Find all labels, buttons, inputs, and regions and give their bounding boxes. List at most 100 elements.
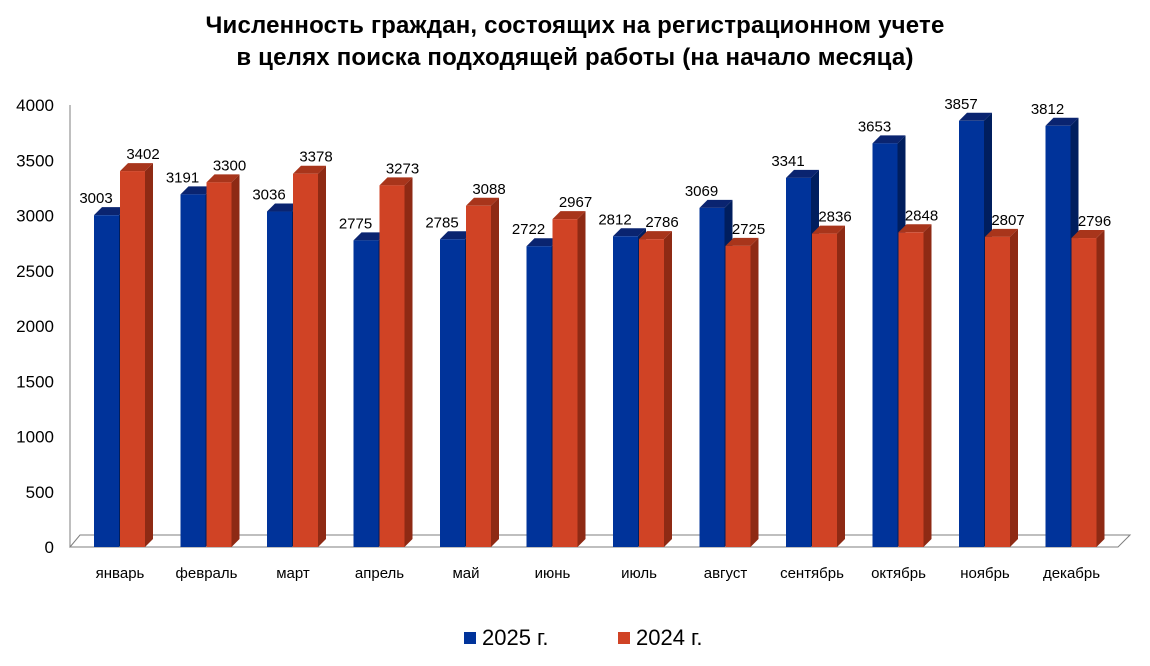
bar-top — [120, 163, 153, 172]
y-tick-label: 2000 — [16, 317, 54, 336]
bar-top — [94, 207, 127, 216]
y-tick-label: 3500 — [16, 151, 54, 170]
bar-top — [872, 135, 906, 144]
bar — [206, 182, 232, 547]
bar — [552, 219, 578, 548]
chart-title: Численность граждан, состоящих на регист… — [0, 10, 1150, 74]
bar-top — [898, 224, 932, 233]
bar-top — [786, 169, 819, 178]
bar-side — [750, 237, 759, 547]
bar-top — [293, 165, 326, 174]
bar — [293, 173, 318, 547]
bar-top — [725, 237, 759, 246]
bar-top — [959, 112, 992, 121]
bar-side — [404, 177, 413, 547]
bar — [985, 236, 1010, 547]
data-label: 3300 — [213, 157, 246, 174]
legend-swatch-2025 — [464, 632, 476, 644]
data-label: 2722 — [512, 221, 545, 238]
bar — [526, 246, 552, 547]
bar — [466, 205, 491, 547]
bar — [699, 207, 725, 548]
data-label: 2807 — [991, 212, 1024, 229]
chart-floor — [68, 534, 1132, 548]
bar-top — [639, 231, 672, 240]
data-label: 3857 — [944, 96, 977, 113]
bar-side — [231, 174, 240, 547]
bar — [639, 239, 664, 547]
bar-side — [577, 211, 586, 548]
x-tick-label: декабрь — [1043, 565, 1100, 582]
data-label: 3273 — [386, 160, 419, 177]
y-tick-label: 2500 — [16, 262, 54, 281]
bar-top — [1071, 230, 1105, 239]
bar-top — [699, 199, 733, 208]
bar-side — [491, 197, 499, 547]
bar — [1071, 238, 1097, 548]
data-label: 3088 — [472, 181, 505, 198]
bar-side — [837, 225, 845, 547]
legend-label-2025: 2025 г. — [482, 625, 549, 650]
bar — [1045, 125, 1071, 548]
chart-title-line-1: Численность граждан, состоящих на регист… — [205, 12, 945, 39]
y-tick-label: 4000 — [16, 96, 54, 115]
data-label: 2785 — [425, 214, 458, 231]
bar-side — [145, 163, 153, 548]
bar-side — [1010, 228, 1018, 547]
bar-top — [353, 232, 387, 241]
x-tick-label: март — [276, 565, 310, 582]
x-tick-label: июнь — [535, 565, 571, 582]
bar-top — [440, 231, 473, 240]
y-tick-label: 1500 — [16, 372, 54, 391]
data-label: 2796 — [1078, 213, 1111, 230]
data-label: 2786 — [645, 214, 678, 231]
legend: 2025 г. 2024 г. — [0, 624, 1150, 654]
x-tick-label: май — [452, 565, 479, 582]
x-tick-label: сентябрь — [780, 565, 844, 582]
bar — [613, 236, 638, 548]
bar-side — [923, 224, 932, 547]
bar — [94, 215, 119, 547]
bar-top — [379, 177, 413, 186]
bar-side — [1096, 230, 1105, 548]
y-tick-label: 500 — [26, 483, 54, 502]
bar — [120, 171, 145, 548]
data-label: 3341 — [771, 153, 804, 170]
bar-top — [812, 225, 845, 234]
x-tick-label: октябрь — [871, 565, 926, 582]
bar — [180, 194, 206, 547]
data-label: 2848 — [905, 207, 938, 224]
bar-top — [267, 203, 300, 212]
x-tick-label: август — [704, 565, 748, 582]
bar-side — [318, 165, 326, 547]
data-label: 2725 — [732, 221, 765, 238]
y-tick-label: 1000 — [16, 428, 54, 447]
y-tick-label: 3000 — [16, 207, 54, 226]
bar-top — [526, 238, 560, 247]
bar — [872, 143, 898, 547]
bar — [786, 177, 811, 547]
data-label: 3069 — [685, 183, 718, 200]
bar — [812, 233, 837, 547]
bar-top — [985, 228, 1018, 237]
data-label: 2836 — [818, 209, 851, 226]
legend-item-2024: 2024 г. — [618, 624, 703, 652]
bar — [725, 245, 751, 547]
bar-top — [552, 211, 586, 220]
x-tick-label: ноябрь — [960, 565, 1010, 582]
bar-top — [466, 197, 499, 206]
x-tick-label: февраль — [176, 565, 238, 582]
bar — [959, 120, 984, 547]
bar-top — [613, 228, 646, 237]
data-label: 3191 — [166, 169, 199, 186]
data-label: 3402 — [126, 146, 159, 163]
data-label: 2967 — [559, 194, 592, 211]
bar-top — [180, 186, 214, 195]
x-tick-label: январь — [96, 565, 145, 582]
data-label: 2775 — [339, 215, 372, 232]
x-tick-label: апрель — [355, 565, 404, 582]
bar — [353, 240, 379, 548]
legend-swatch-2024 — [618, 632, 630, 644]
bar — [898, 232, 924, 547]
